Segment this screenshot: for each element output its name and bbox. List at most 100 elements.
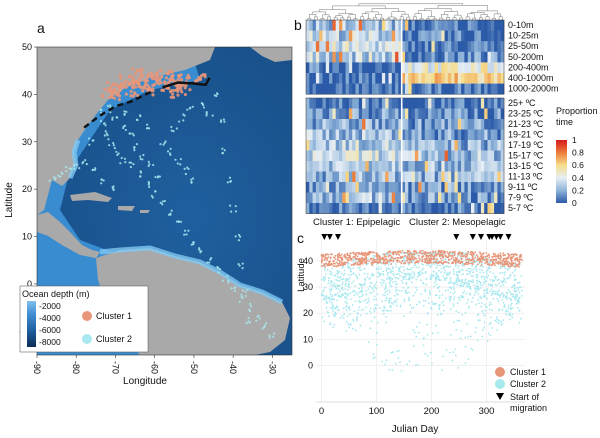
temp-heatmap-cell [385, 108, 389, 120]
jd-point-cluster1 [451, 254, 454, 257]
map-point-cluster2 [139, 170, 142, 173]
jd-legend-migration-label: Start of migration [510, 392, 547, 413]
temp-heatmap-cell [477, 192, 482, 204]
temp-heatmap-cell [441, 98, 445, 109]
temp-heatmap-cell [500, 140, 505, 151]
jd-point-cluster1 [392, 260, 395, 262]
temp-heatmap-cell [395, 140, 399, 151]
depth-heatmap-cell [319, 62, 323, 74]
temp-heatmap-cell [431, 161, 435, 172]
temp-heatmap-cell [411, 171, 416, 183]
temp-heatmap-cell [322, 150, 327, 162]
temp-heatmap-cell [355, 98, 360, 109]
temp-heatmap-cell [391, 119, 396, 130]
temp-heatmap-cell [358, 182, 363, 193]
temp-heatmap-cell [385, 182, 389, 193]
jd-point-cluster1 [400, 262, 403, 265]
map-panel: -90-80-70-60-50-40-30-1001020304050 Long… [4, 42, 293, 387]
temp-heatmap-cell [372, 108, 376, 120]
depth-heatmap-cell [480, 41, 485, 53]
temp-heatmap-cell [312, 171, 317, 183]
depth-heatmap-cell [322, 83, 327, 95]
jd-point-cluster2 [368, 310, 371, 312]
map-point-cluster2 [133, 149, 136, 152]
map-point-cluster1 [139, 70, 143, 74]
temp-heatmap-cell [500, 182, 505, 193]
temp-heatmap-cell [474, 161, 478, 172]
depth-heatmap-cell [345, 41, 350, 53]
temp-heatmap-cell [480, 171, 485, 183]
temp-heatmap-cell [424, 182, 429, 193]
map-point-cluster2 [217, 271, 220, 274]
jd-point-cluster2 [516, 287, 519, 289]
temp-heatmap-cell [441, 171, 445, 183]
depth-heatmap-cell [487, 51, 492, 63]
jd-point-cluster2 [391, 267, 394, 270]
depth-legend-title: Ocean depth (m) [22, 289, 90, 299]
depth-heatmap-cell [408, 83, 412, 95]
temp-heatmap-cell [497, 150, 501, 162]
temp-heatmap-cell [315, 171, 320, 183]
jd-point-cluster2 [398, 267, 401, 269]
map-point-cluster2 [249, 305, 253, 308]
map-point-cluster2 [202, 103, 205, 107]
temp-heatmap-cell [418, 119, 422, 130]
temp-heatmap-cell [484, 161, 488, 172]
jd-point-cluster1 [416, 261, 418, 264]
depth-heatmap-cell [461, 41, 465, 53]
depth-heatmap-cell [322, 62, 327, 74]
temp-heatmap-cell [358, 98, 363, 109]
temp-heatmap-cell [434, 203, 439, 214]
temp-heatmap-cell [441, 108, 445, 120]
depth-heatmap-cell [408, 51, 412, 63]
jd-point-cluster2 [346, 262, 349, 265]
temp-heatmap-cell [434, 129, 439, 141]
jd-point-cluster2 [395, 304, 398, 307]
depth-heatmap-cell [428, 62, 432, 74]
jd-point-cluster2 [469, 272, 471, 275]
map-point-cluster2 [147, 127, 151, 130]
map-point-cluster2 [226, 181, 229, 184]
jd-point-cluster2 [481, 275, 484, 277]
map-point-cluster1 [180, 90, 184, 94]
jd-point-cluster1 [470, 253, 473, 256]
temp-heatmap-cell [388, 182, 393, 193]
jd-point-cluster1 [423, 260, 426, 263]
jd-point-cluster1 [409, 251, 412, 254]
jd-point-cluster2 [372, 353, 375, 356]
temp-heatmap-cell [441, 119, 445, 130]
temp-heatmap-cell [368, 108, 373, 120]
jd-point-cluster2 [456, 302, 459, 304]
map-point-cluster2 [191, 177, 195, 180]
temp-heatmap-cell [306, 108, 310, 120]
depth-heatmap-cell [421, 30, 426, 42]
temp-heatmap-cell [401, 98, 406, 109]
jd-point-cluster2 [406, 267, 408, 270]
temp-heatmap-cell [368, 161, 373, 172]
jd-point-cluster2 [442, 304, 445, 307]
map-point-cluster2 [146, 123, 149, 126]
jd-point-cluster1 [502, 252, 505, 255]
map-point-cluster1 [179, 85, 183, 89]
temp-heatmap-cell [461, 108, 465, 120]
migration-start-marker [326, 234, 333, 240]
temp-heatmap-cell [431, 119, 435, 130]
jd-point-cluster2 [474, 291, 477, 294]
depth-heatmap-cell [339, 41, 343, 53]
temp-heatmap-cell [368, 203, 373, 214]
depth-heatmap-cell [464, 41, 468, 53]
depth-heatmap-cell [401, 41, 406, 53]
map-point-cluster2 [142, 153, 145, 157]
jd-point-cluster2 [345, 297, 348, 300]
temp-bin-label: 25+ ºC [508, 98, 536, 108]
temp-heatmap-cell [408, 171, 412, 183]
dendrogram-branch [424, 8, 452, 12]
jd-point-cluster1 [425, 251, 428, 254]
jd-point-cluster2 [448, 286, 451, 289]
jd-point-cluster1 [434, 261, 437, 264]
jd-point-cluster2 [414, 291, 417, 294]
temp-heatmap-cell [480, 108, 485, 120]
jd-point-cluster2 [495, 290, 497, 293]
depth-heatmap-cell [358, 51, 363, 63]
jd-point-cluster1 [501, 263, 504, 265]
